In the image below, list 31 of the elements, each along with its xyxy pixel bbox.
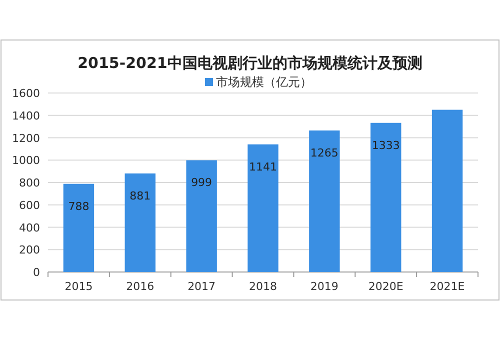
bar (309, 130, 340, 272)
x-tick-label: 2015 (64, 280, 93, 293)
x-tick-label: 2018 (249, 280, 277, 293)
bar (63, 184, 94, 272)
y-tick-label: 0 (33, 266, 40, 279)
y-tick-label: 200 (19, 244, 40, 257)
data-label: 1333 (372, 138, 400, 152)
y-tick-label: 600 (19, 198, 40, 212)
data-label: 1141 (249, 160, 277, 174)
bar (248, 144, 278, 272)
y-tick-label: 1000 (12, 154, 40, 168)
x-tick-label: 2017 (188, 280, 216, 293)
bar (432, 110, 463, 272)
y-tick-label: 800 (19, 176, 40, 190)
chart-title: 2015-2021中国电视剧行业的市场规模统计及预测 (78, 54, 422, 72)
bar (370, 122, 402, 272)
data-label: 999 (191, 176, 212, 190)
y-tick-label: 1200 (12, 132, 40, 145)
y-tick-label: 1400 (12, 109, 40, 122)
data-label: 1265 (310, 146, 338, 160)
data-label: 788 (68, 200, 90, 213)
x-tick-label: 2021E (430, 280, 465, 293)
y-tick-label: 400 (19, 221, 40, 234)
legend-label: 市场规模（亿元） (216, 75, 312, 89)
bar (186, 160, 217, 272)
data-label: 881 (130, 189, 151, 202)
bar (124, 173, 156, 272)
x-tick-label: 2016 (126, 280, 154, 293)
x-tick-label: 2020E (368, 280, 404, 293)
x-tick-label: 2019 (310, 280, 338, 293)
y-tick-label: 1600 (12, 87, 40, 100)
